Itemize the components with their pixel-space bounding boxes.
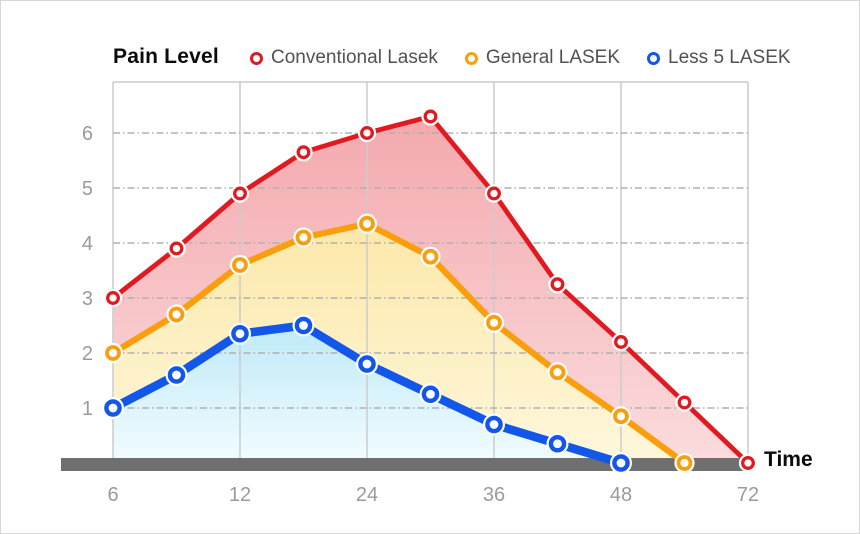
x-tick-label: 24 — [356, 484, 378, 506]
data-point-marker — [549, 364, 566, 381]
data-point-marker — [612, 454, 630, 472]
data-point-marker — [358, 355, 376, 373]
data-point-marker — [296, 145, 311, 160]
legend-item-conventional-lasek: Conventional Lasek — [250, 47, 438, 69]
data-point-marker — [169, 241, 184, 256]
data-point-marker — [548, 434, 567, 453]
legend-label: Conventional Lasek — [271, 47, 438, 68]
legend-label: Less 5 LASEK — [668, 47, 791, 68]
x-tick-label: 72 — [737, 484, 759, 506]
data-point-marker — [294, 316, 313, 335]
data-point-marker — [232, 257, 248, 273]
data-point-marker — [485, 415, 503, 434]
data-point-marker — [295, 229, 312, 246]
data-point-marker — [423, 109, 438, 124]
data-point-marker — [421, 385, 440, 404]
x-axis-bar — [61, 458, 753, 471]
y-tick-label: 6 — [82, 123, 93, 145]
data-point-marker — [614, 335, 628, 349]
data-point-marker — [550, 277, 565, 292]
legend-label: General LASEK — [485, 47, 621, 68]
data-point-marker — [106, 291, 120, 305]
data-point-marker — [167, 366, 186, 384]
x-tick-label: 36 — [483, 484, 505, 506]
x-tick-label: 48 — [610, 484, 632, 506]
data-point-marker — [104, 399, 122, 417]
data-point-marker — [676, 455, 693, 471]
legend-item-less5-lasek: Less 5 LASEK — [647, 47, 791, 69]
y-tick-label: 3 — [82, 288, 93, 310]
x-tick-label: 6 — [107, 484, 118, 506]
data-point-marker — [487, 186, 501, 201]
data-point-marker — [741, 456, 755, 470]
x-axis-title: Time — [764, 448, 813, 471]
data-point-marker — [233, 186, 247, 201]
legend-marker-icon — [250, 51, 263, 65]
data-point-marker — [422, 248, 439, 265]
data-point-marker — [359, 215, 375, 232]
legend: Conventional Lasek General LASEK Less 5 … — [250, 47, 791, 69]
y-tick-label: 1 — [82, 398, 93, 420]
y-tick-label: 4 — [82, 233, 93, 255]
data-point-marker — [613, 408, 629, 425]
legend-item-general-lasek: General LASEK — [464, 47, 621, 69]
data-point-marker — [360, 126, 374, 140]
data-point-marker — [486, 314, 502, 331]
data-point-marker — [168, 306, 185, 323]
y-tick-label: 2 — [82, 343, 93, 365]
data-point-marker — [105, 345, 121, 361]
data-point-marker — [231, 324, 249, 343]
x-tick-label: 12 — [229, 484, 251, 506]
data-point-marker — [677, 395, 692, 410]
y-tick-label: 5 — [82, 178, 93, 200]
legend-marker-icon — [647, 51, 661, 65]
series-line-1 — [109, 220, 688, 467]
legend-marker-icon — [464, 51, 478, 65]
chart-title: Pain Level — [113, 45, 219, 68]
